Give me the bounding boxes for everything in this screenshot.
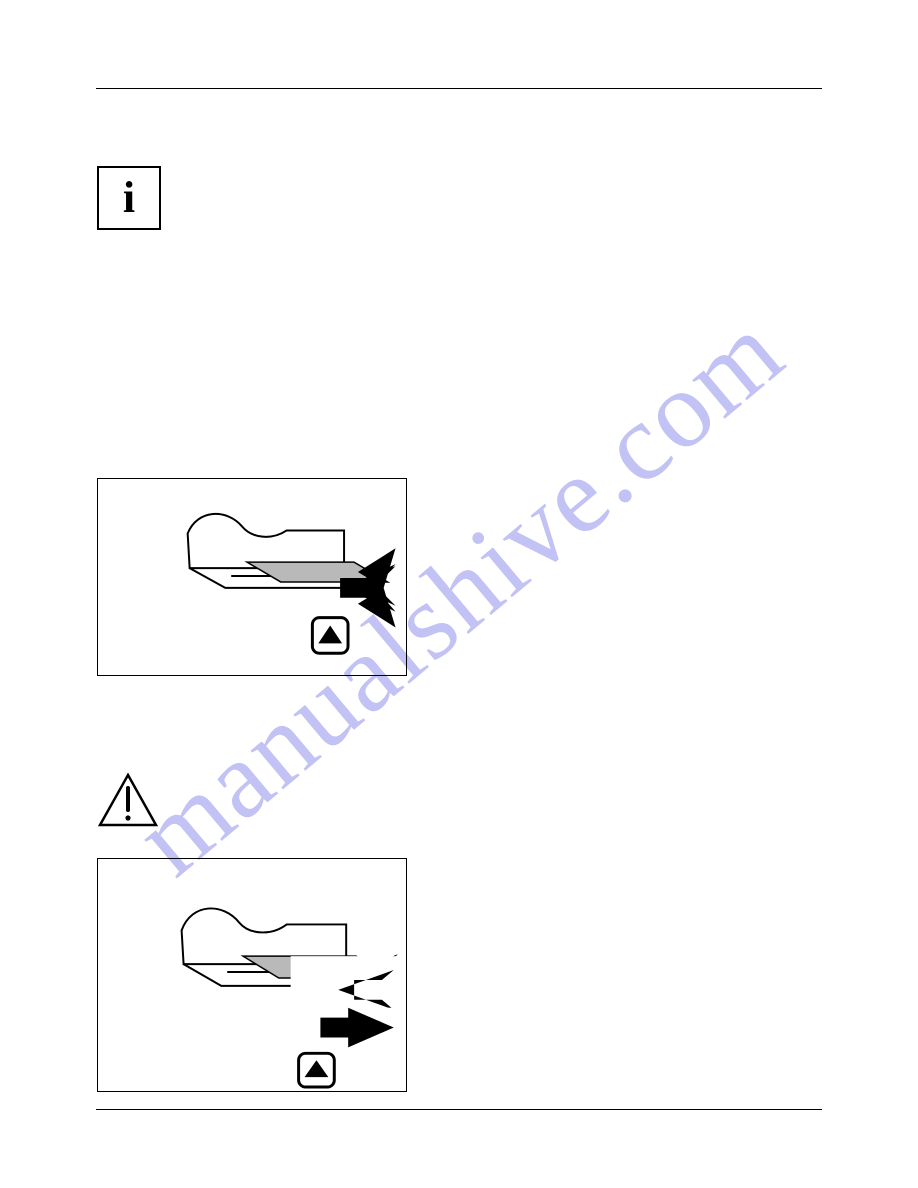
top-rule xyxy=(96,88,822,89)
bottom-rule xyxy=(96,1109,822,1110)
insert-remove-card-figure xyxy=(97,858,407,1092)
manual-page: manualshive.com i xyxy=(0,0,918,1188)
insert-card-figure xyxy=(97,478,407,676)
caution-icon xyxy=(97,772,159,828)
info-icon: i xyxy=(97,166,161,230)
info-icon-glyph: i xyxy=(123,176,135,220)
